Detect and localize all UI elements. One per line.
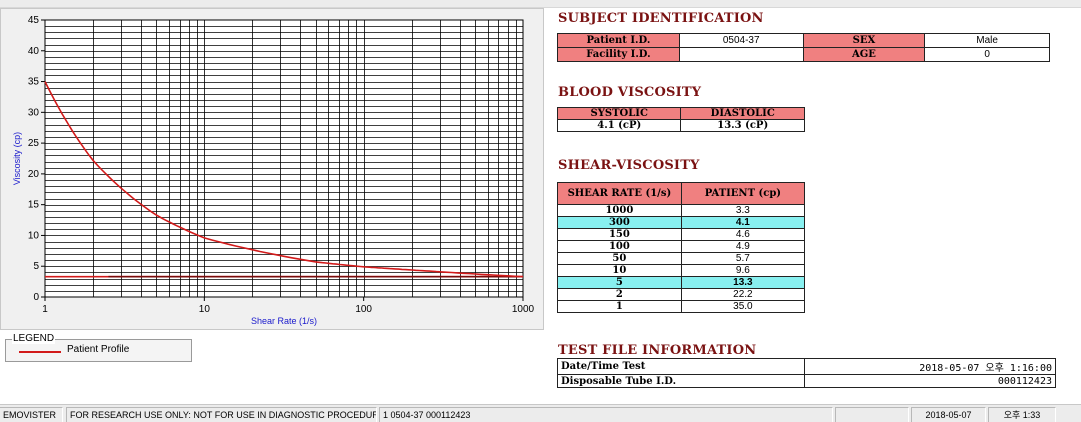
shear-row: 150 4.6 [557, 228, 806, 241]
diastolic-label: DIASTOLIC [680, 107, 805, 120]
shear-row: 5 13.3 [557, 276, 806, 289]
shear-row: 2 22.2 [557, 288, 806, 301]
status-app-name: EMOVISTER [0, 407, 63, 422]
patient-cp-cell: 3.3 [680, 204, 806, 217]
x-tick-label: 1 [42, 304, 48, 315]
patient-cp-cell: 4.9 [680, 240, 806, 253]
tube-id-label: Disposable Tube I.D. [556, 374, 806, 388]
shear-rate-cell: 1000 [557, 204, 682, 217]
shear-row: 50 5.7 [557, 252, 806, 265]
legend-swatch-patient-profile [19, 351, 61, 353]
status-empty-panel [835, 407, 909, 422]
plot-area [44, 19, 524, 298]
shear-row: 1 35.0 [557, 300, 806, 313]
viscosity-chart-panel: 0 5 10 15 20 25 30 35 40 45 1 10 100 1000 Shear Rate (… [0, 8, 544, 330]
x-tick-label: 1000 [512, 304, 535, 315]
patient-id-value: 0504-37 [678, 33, 804, 48]
x-tick-label: 10 [199, 304, 211, 315]
shear-row: 300 4.1 [557, 216, 806, 229]
shear-rate-cell: 100 [557, 240, 682, 253]
sex-label: SEX [802, 33, 926, 48]
patient-cp-cell: 4.6 [680, 228, 806, 241]
date-time-label: Date/Time Test [556, 358, 806, 375]
patient-cp-cell: 13.3 [680, 276, 806, 289]
chart-legend: LEGEND Patient Profile [5, 333, 192, 362]
y-tick-label: 30 [28, 107, 40, 118]
patient-cp-header: PATIENT (cp) [680, 182, 806, 205]
systolic-label: SYSTOLIC [556, 107, 682, 120]
y-tick-label: 45 [28, 15, 40, 26]
status-record-info: 1 0504-37 000112423 [379, 407, 833, 422]
legend-label-patient-profile: Patient Profile [67, 344, 130, 355]
shear-viscosity-rows: 1000 3.3 300 4.1 150 4.6 100 4.9 50 5.7 10 9.6 5 13.3… [557, 204, 806, 313]
patient-cp-cell: 9.6 [680, 264, 806, 277]
viscosity-chart: 0 5 10 15 20 25 30 35 40 45 1 10 100 1000 Shear Rate (… [12, 15, 535, 326]
test-file-information-title: TEST FILE INFORMATION [558, 343, 757, 358]
patient-cp-cell: 35.0 [680, 300, 806, 313]
shear-viscosity-title: SHEAR-VISCOSITY [558, 158, 700, 173]
y-tick-label: 0 [33, 292, 39, 303]
y-tick-label: 35 [28, 77, 40, 88]
shear-rate-cell: 5 [557, 276, 682, 289]
subject-identification-title: SUBJECT IDENTIFICATION [558, 11, 764, 26]
facility-id-label: Facility I.D. [557, 47, 680, 62]
facility-id-value [678, 47, 804, 62]
patient-cp-cell: 22.2 [680, 288, 806, 301]
age-label: AGE [802, 47, 926, 62]
shear-row: 10 9.6 [557, 264, 806, 277]
sex-value: Male [924, 33, 1050, 48]
patient-id-label: Patient I.D. [557, 33, 680, 48]
window-top-strip [0, 0, 1081, 8]
shear-rate-cell: 1 [557, 300, 682, 313]
shear-rate-cell: 150 [557, 228, 682, 241]
age-value: 0 [924, 47, 1050, 62]
x-axis-title: Shear Rate (1/s) [251, 316, 317, 326]
test-file-table: Date/Time Test 2018-05-07 오후 1:16:00 Dis… [556, 358, 1056, 388]
shear-rate-cell: 50 [557, 252, 682, 265]
y-tick-label: 10 [28, 230, 40, 241]
status-bar: EMOVISTER FOR RESEARCH USE ONLY: NOT FOR… [0, 404, 1081, 422]
y-axis-title: Viscosity (cp) [12, 132, 22, 185]
patient-cp-cell: 4.1 [680, 216, 806, 229]
blood-viscosity-table: SYSTOLIC DIASTOLIC 4.1 (cP) 13.3 (cP) [556, 107, 805, 132]
blood-viscosity-title: BLOOD VISCOSITY [558, 85, 702, 100]
date-time-value: 2018-05-07 오후 1:16:00 [804, 358, 1056, 375]
status-research-notice: FOR RESEARCH USE ONLY: NOT FOR USE IN DI… [66, 407, 377, 422]
status-time: 오후 1:33 [988, 407, 1056, 422]
y-tick-label: 5 [33, 261, 39, 272]
shear-rate-cell: 10 [557, 264, 682, 277]
shear-row: 100 4.9 [557, 240, 806, 253]
tube-id-value: 000112423 [804, 374, 1056, 388]
shear-row: 1000 3.3 [557, 204, 806, 217]
subject-table: Patient I.D. 0504-37 SEX Male Facility I… [557, 33, 1050, 62]
series-line-patient-profile [44, 81, 524, 278]
shear-rate-cell: 2 [557, 288, 682, 301]
y-tick-label: 15 [28, 200, 40, 211]
shear-viscosity-table: SHEAR RATE (1/s) PATIENT (cp) 1000 3.3 300… [557, 182, 806, 313]
shear-rate-cell: 300 [557, 216, 682, 229]
legend-title: LEGEND [12, 333, 56, 344]
x-tick-label: 100 [355, 304, 372, 315]
y-tick-label: 20 [28, 169, 40, 180]
diastolic-value: 13.3 (cP) [680, 119, 805, 132]
y-tick-label: 40 [28, 46, 40, 57]
shear-rate-header: SHEAR RATE (1/s) [557, 182, 682, 205]
systolic-value: 4.1 (cP) [556, 119, 682, 132]
y-tick-label: 25 [28, 138, 40, 149]
status-date: 2018-05-07 [911, 407, 986, 422]
patient-cp-cell: 5.7 [680, 252, 806, 265]
